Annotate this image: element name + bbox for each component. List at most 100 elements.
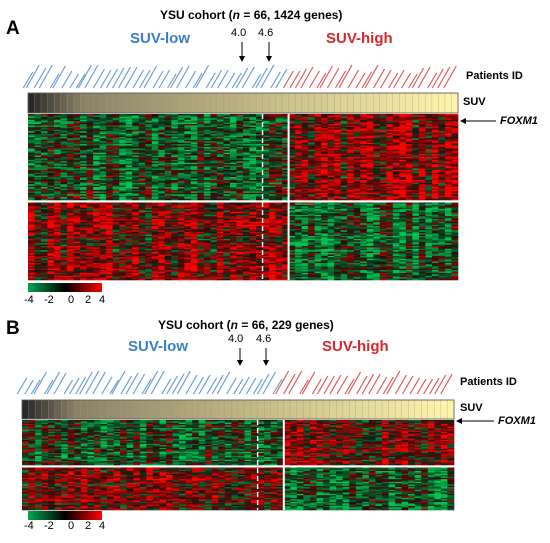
suv-cell (237, 399, 245, 420)
suv-cell (106, 92, 114, 114)
patient-id-label (161, 378, 172, 395)
patient-id-label (25, 64, 40, 89)
cutoff-arrow-head (263, 360, 269, 366)
patient-id-label (238, 376, 250, 395)
title-prefix: YSU cohort ( (160, 8, 233, 22)
patient-id-label (416, 378, 427, 395)
patient-id-label (185, 374, 198, 395)
patient-id-label (139, 69, 151, 89)
suv-cell (392, 92, 400, 114)
patient-id-label (323, 375, 335, 395)
suv-cell (152, 399, 160, 420)
patient-id-label (300, 66, 314, 89)
patient-id-label (22, 71, 34, 89)
suv-cell (264, 399, 272, 420)
patient-id-label (440, 373, 453, 395)
suv-cell (203, 92, 211, 114)
legend-tick: -2 (44, 294, 54, 306)
patient-id-label (411, 67, 425, 89)
patient-id-label (132, 373, 146, 395)
suv-cell (342, 399, 350, 420)
suv-cell (381, 399, 389, 420)
title-prefix: YSU cohort ( (158, 318, 231, 332)
patient-id-label (101, 376, 113, 395)
patient-id-label (434, 374, 447, 395)
patient-id-label (338, 64, 353, 89)
patient-id-label (217, 69, 229, 89)
suv-cell (366, 92, 374, 114)
suv-cell (270, 399, 278, 420)
patient-id-label (235, 67, 249, 89)
legend-tick: 2 (85, 294, 92, 306)
patient-id-label (275, 68, 288, 89)
patient-id-label (373, 68, 386, 89)
suv-cell (34, 399, 43, 420)
chart-title: YSU cohort (n = 66, 1424 genes) (160, 8, 342, 22)
legend-tick: 4 (99, 294, 106, 306)
suv-cell (54, 399, 62, 420)
cutoff-arrow-head (239, 56, 245, 62)
patient-id-label (141, 378, 152, 395)
suv-cell (158, 92, 166, 114)
suv-cell (224, 399, 232, 420)
suv-cell (34, 92, 42, 114)
cutoff-label-low: 4.0 (228, 333, 244, 345)
patient-id-label (347, 371, 362, 395)
panel-letter: A (6, 18, 20, 39)
cutoff-arrow-head (266, 56, 272, 62)
patient-id-label (195, 64, 210, 89)
patient-id-label (364, 64, 379, 89)
legend-tick: 4 (99, 520, 106, 532)
patient-id-label (308, 70, 320, 89)
suv-cell (198, 399, 206, 420)
patient-id-label (347, 69, 360, 89)
suv-cell (294, 92, 303, 114)
suv-cell (281, 92, 290, 114)
suv-bar (27, 92, 459, 114)
patient-id-label (361, 373, 375, 395)
suv-cell (218, 399, 226, 420)
patient-id-label (256, 373, 270, 395)
suv-cell (438, 92, 446, 114)
suv-cell (177, 92, 185, 114)
suv-cell (386, 92, 394, 114)
suv-cell (412, 92, 420, 114)
patient-id-label (361, 71, 373, 89)
suv-cell (301, 92, 309, 114)
patient-id-label (408, 73, 418, 89)
suv-cell (99, 92, 107, 114)
suv-cell (421, 399, 429, 420)
patient-id-label (132, 69, 145, 89)
suv-cell (414, 399, 422, 420)
suv-cell (197, 92, 205, 114)
suv-cell (360, 92, 368, 114)
patient-id-label (205, 72, 216, 89)
patient-id-label (109, 379, 119, 395)
patient-id-label (75, 73, 86, 89)
suv-cell (61, 399, 69, 420)
suv-cell (444, 92, 452, 114)
patient-id-label (124, 66, 138, 89)
patient-id-label (386, 370, 401, 395)
patient-id-label (241, 66, 255, 89)
patient-id-label (16, 377, 28, 395)
suv-cell (262, 92, 270, 114)
patient-id-label (150, 370, 165, 395)
patient-id-label (401, 72, 412, 89)
group-low-label: SUV-low (130, 30, 191, 47)
title-suffix: = 66, 1424 genes) (240, 8, 343, 22)
patient-id-label (24, 379, 34, 395)
suv-cell (120, 399, 128, 420)
patient-id-label (443, 65, 457, 89)
patient-id-label (210, 69, 223, 89)
suv-cell (93, 92, 101, 114)
patient-id-label (46, 371, 61, 395)
title-n: n (230, 318, 239, 332)
heatmap-b-svg (16, 348, 494, 520)
patient-id-label (176, 65, 190, 89)
suv-cell (268, 92, 277, 114)
patient-id-label (75, 376, 87, 395)
patient-id-label (33, 67, 47, 89)
patient-id-label (92, 371, 106, 395)
suv-cell (40, 92, 48, 114)
